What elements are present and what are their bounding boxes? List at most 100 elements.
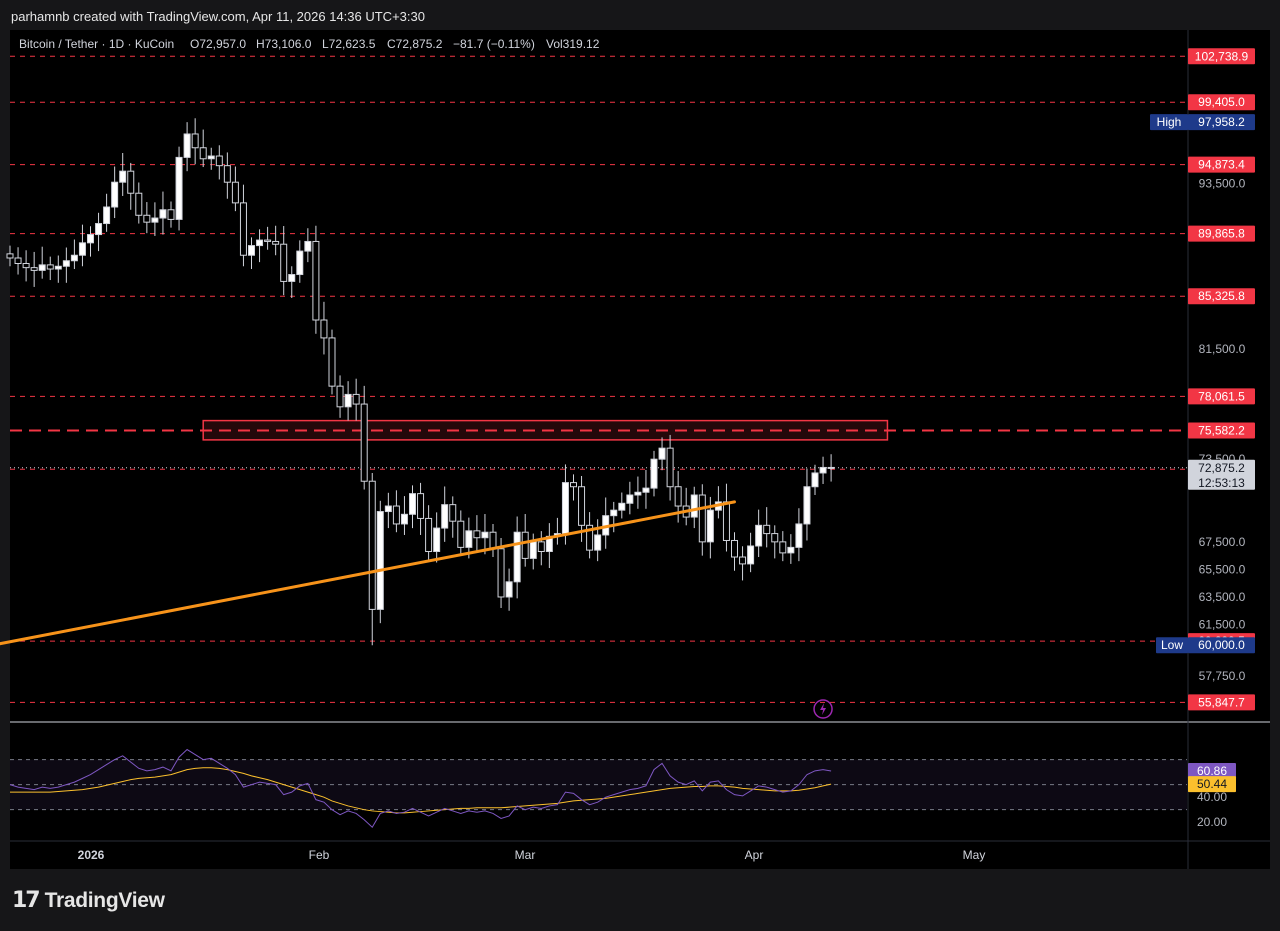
- level-price-label: 94,873.4: [1198, 158, 1245, 172]
- candle-body: [384, 505, 392, 513]
- candle-body: [22, 263, 30, 269]
- candle-body: [747, 545, 755, 565]
- candle-body: [409, 493, 416, 515]
- candle-body: [38, 264, 46, 271]
- candle-body: [256, 239, 264, 247]
- candle-body: [626, 494, 634, 504]
- time-tick-label: Feb: [309, 848, 330, 862]
- level-price-label: 85,325.8: [1198, 289, 1245, 303]
- candle-body: [465, 530, 473, 548]
- candle-body: [223, 165, 231, 183]
- legend-low: L72,623.5: [322, 37, 376, 51]
- candle-body: [690, 494, 698, 518]
- candle-body: [731, 539, 738, 558]
- candle-body: [360, 403, 368, 482]
- creator-caption: parhamnb created with TradingView.com, A…: [11, 9, 425, 24]
- last-price-label: 72,875.2: [1198, 461, 1245, 475]
- tradingview-logo[interactable]: 17 TradingView: [12, 888, 165, 913]
- candle-body: [698, 494, 706, 543]
- level-price-badge: [1188, 156, 1255, 173]
- candle-body: [827, 466, 835, 469]
- candle-body: [819, 466, 827, 474]
- candle-body: [666, 447, 674, 488]
- candle-body: [175, 156, 183, 220]
- rsi-ma-value-badge: [1188, 776, 1236, 793]
- level-price-badge: [1188, 694, 1255, 711]
- level-price-badge: [1188, 388, 1255, 405]
- high-label-badge: [1150, 114, 1188, 131]
- rsi-line: [9, 748, 832, 829]
- time-tick-label: Mar: [515, 848, 536, 862]
- rsi-tick-label: 40.00: [1197, 790, 1227, 804]
- candle-body: [505, 581, 513, 598]
- trendline-layer[interactable]: [0, 500, 833, 719]
- candle-body: [610, 509, 618, 517]
- candle-body: [529, 541, 537, 559]
- rsi-moving-average-line: [10, 767, 832, 814]
- candle-body: [449, 504, 457, 522]
- candle-body: [336, 385, 344, 408]
- candle-body: [618, 502, 626, 511]
- chart-frame[interactable]: [10, 30, 1270, 869]
- candle-body: [779, 541, 787, 554]
- candle-body: [755, 524, 763, 547]
- candle-body: [417, 493, 425, 519]
- rsi-tick-label: 20.00: [1197, 815, 1227, 829]
- candle-body: [441, 504, 449, 529]
- resistance-zone-rectangle[interactable]: [202, 419, 889, 441]
- rsi-value-badge: [1188, 763, 1236, 780]
- candle-body: [739, 556, 747, 565]
- low-label-badge: [1156, 637, 1188, 654]
- legend-change: −81.7 (−0.11%): [453, 37, 535, 51]
- candle-body: [473, 530, 481, 539]
- level-price-badge: [1188, 288, 1255, 305]
- time-axis: 2026 Feb Mar Apr May: [78, 848, 986, 862]
- high-value-badge: [1188, 114, 1255, 131]
- candle-body: [457, 520, 465, 548]
- ascending-trendline[interactable]: [0, 500, 736, 648]
- candle-body: [30, 267, 38, 271]
- time-tick-label: 2026: [78, 848, 105, 862]
- candle-body: [722, 501, 730, 541]
- candle-body: [706, 509, 714, 543]
- price-tick-label: 61,500.0: [1199, 618, 1246, 632]
- candle-body: [70, 254, 78, 262]
- candle-body: [231, 181, 239, 204]
- candle-body: [537, 541, 545, 553]
- candle-body: [368, 480, 376, 610]
- candle-body: [280, 243, 288, 282]
- candle-body: [288, 274, 296, 282]
- candle-body: [304, 240, 312, 252]
- price-tick-label: 65,500.0: [1199, 562, 1246, 576]
- candle-body: [167, 209, 175, 220]
- candle-body: [143, 214, 151, 223]
- candle-body: [521, 531, 529, 559]
- lightning-icon[interactable]: [813, 699, 833, 719]
- low-value-text: 60,000.0: [1198, 638, 1245, 652]
- candle-body: [312, 240, 320, 321]
- candle-body: [674, 486, 682, 507]
- candle-body: [400, 513, 408, 525]
- legend-symbol: Bitcoin / Tether · 1D · KuCoin: [19, 37, 174, 51]
- candle-body: [650, 458, 658, 489]
- candle-body: [811, 472, 819, 488]
- rsi-ma-value-label: 50.44: [1197, 777, 1227, 791]
- legend-volume: Vol319.12: [546, 37, 600, 51]
- candle-body: [763, 524, 771, 535]
- candle-body: [344, 393, 352, 408]
- candle-body: [264, 239, 272, 242]
- candle-body: [199, 147, 207, 160]
- tradingview-logo-text: TradingView: [44, 888, 165, 912]
- candle-body: [207, 155, 215, 160]
- level-price-label: 102,738.9: [1195, 49, 1249, 63]
- candle-body: [248, 245, 255, 256]
- level-price-badge: [1188, 48, 1255, 65]
- footer-bar: [0, 869, 1280, 931]
- candle-body: [425, 517, 433, 553]
- time-tick-label: Apr: [745, 848, 764, 862]
- level-price-label: 75,582.2: [1198, 423, 1245, 437]
- candle-body: [127, 170, 135, 194]
- candle-body: [578, 486, 586, 526]
- candle-body: [392, 505, 400, 525]
